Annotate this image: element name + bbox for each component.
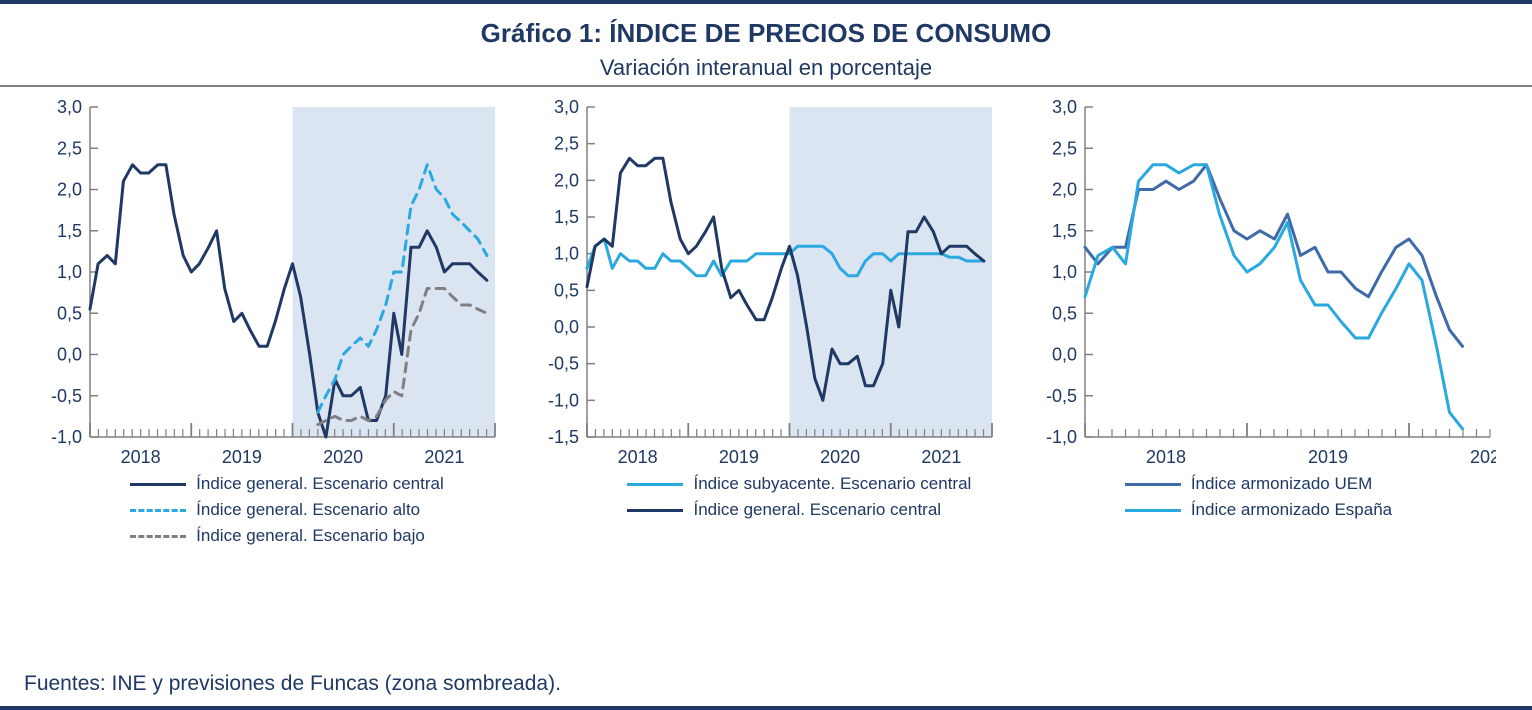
svg-text:-1,0: -1,0 <box>51 427 82 447</box>
svg-text:2019: 2019 <box>1308 447 1348 467</box>
legend-row: Índice general. Escenario central <box>627 497 971 523</box>
legend-swatch <box>627 483 683 486</box>
legend-swatch <box>130 535 186 538</box>
panel-c: -1,0 -0,5 0,0 0,5 1,0 1,5 2,0 2,5 3,0 2018 2019 202… <box>1031 97 1496 527</box>
svg-text:0,5: 0,5 <box>554 280 579 300</box>
chart-panel-a: -1,0 -0,5 0,0 0,5 1,0 1,5 2,0 2,5 3,0 2018 2019 202… <box>36 97 501 497</box>
chart-subtitle: Variación interanual en porcentaje <box>0 49 1532 87</box>
svg-text:0,5: 0,5 <box>1052 303 1077 323</box>
svg-text:-1,0: -1,0 <box>1046 427 1077 447</box>
svg-text:2,0: 2,0 <box>57 180 82 200</box>
svg-text:2019: 2019 <box>719 447 759 467</box>
svg-text:-0,5: -0,5 <box>548 354 579 374</box>
svg-text:-1,0: -1,0 <box>548 390 579 410</box>
svg-text:3,0: 3,0 <box>57 97 82 117</box>
figure-container: Gráfico 1: ÍNDICE DE PRECIOS DE CONSUMO … <box>0 0 1532 710</box>
svg-text:0,0: 0,0 <box>1052 345 1077 365</box>
svg-text:2020: 2020 <box>1470 447 1496 467</box>
panels-row: -1,0 -0,5 0,0 0,5 1,0 1,5 2,0 2,5 3,0 2018 2019 202… <box>0 87 1532 553</box>
legend-a: Índice general. Escenario central Índice… <box>130 471 444 549</box>
svg-text:2020: 2020 <box>821 447 861 467</box>
legend-row: Índice armonizado UEM <box>1125 471 1392 497</box>
svg-text:1,5: 1,5 <box>1052 221 1077 241</box>
svg-text:2018: 2018 <box>121 447 161 467</box>
panel-a: -1,0 -0,5 0,0 0,5 1,0 1,5 2,0 2,5 3,0 2018 2019 202… <box>36 97 501 553</box>
legend-row: Índice armonizado España <box>1125 497 1392 523</box>
svg-text:-0,5: -0,5 <box>51 386 82 406</box>
svg-text:2018: 2018 <box>618 447 658 467</box>
svg-text:2021: 2021 <box>922 447 962 467</box>
svg-text:1,0: 1,0 <box>57 262 82 282</box>
svg-text:2019: 2019 <box>222 447 262 467</box>
chart-panel-c: -1,0 -0,5 0,0 0,5 1,0 1,5 2,0 2,5 3,0 2018 2019 202… <box>1031 97 1496 497</box>
svg-text:2,5: 2,5 <box>57 138 82 158</box>
svg-text:0,0: 0,0 <box>57 345 82 365</box>
svg-text:1,0: 1,0 <box>554 244 579 264</box>
svg-text:2,0: 2,0 <box>1052 180 1077 200</box>
legend-swatch <box>130 483 186 486</box>
legend-swatch <box>1125 509 1181 512</box>
svg-text:2021: 2021 <box>425 447 465 467</box>
panel-b: -1,5 -1,0 -0,5 0,0 0,5 1,0 1,5 2,0 2,5 3,0 2018 201… <box>533 97 998 527</box>
svg-text:2,5: 2,5 <box>554 134 579 154</box>
legend-row: Índice general. Escenario central <box>130 471 444 497</box>
legend-row: Índice subyacente. Escenario central <box>627 471 971 497</box>
chart-title: Gráfico 1: ÍNDICE DE PRECIOS DE CONSUMO <box>0 4 1532 49</box>
legend-label: Índice armonizado UEM <box>1191 474 1372 494</box>
svg-text:3,0: 3,0 <box>554 97 579 117</box>
svg-text:1,5: 1,5 <box>554 207 579 227</box>
legend-label: Índice general. Escenario alto <box>196 500 420 520</box>
legend-c: Índice armonizado UEM Índice armonizado … <box>1125 471 1392 523</box>
legend-swatch <box>1125 483 1181 486</box>
svg-text:2020: 2020 <box>323 447 363 467</box>
legend-b: Índice subyacente. Escenario central Índ… <box>627 471 971 523</box>
legend-label: Índice general. Escenario central <box>693 500 941 520</box>
legend-label: Índice general. Escenario central <box>196 474 444 494</box>
sources-note: Fuentes: INE y previsiones de Funcas (zo… <box>24 672 561 696</box>
legend-label: Índice subyacente. Escenario central <box>693 474 971 494</box>
legend-row: Índice general. Escenario alto <box>130 497 444 523</box>
svg-text:2,5: 2,5 <box>1052 138 1077 158</box>
svg-text:3,0: 3,0 <box>1052 97 1077 117</box>
svg-text:2,0: 2,0 <box>554 170 579 190</box>
legend-label: Índice armonizado España <box>1191 500 1392 520</box>
legend-row: Índice general. Escenario bajo <box>130 523 444 549</box>
legend-swatch <box>627 509 683 512</box>
svg-text:-0,5: -0,5 <box>1046 386 1077 406</box>
legend-swatch <box>130 509 186 512</box>
svg-text:0,5: 0,5 <box>57 303 82 323</box>
svg-text:1,0: 1,0 <box>1052 262 1077 282</box>
svg-text:0,0: 0,0 <box>554 317 579 337</box>
svg-text:2018: 2018 <box>1146 447 1186 467</box>
legend-label: Índice general. Escenario bajo <box>196 526 425 546</box>
svg-text:1,5: 1,5 <box>57 221 82 241</box>
chart-panel-b: -1,5 -1,0 -0,5 0,0 0,5 1,0 1,5 2,0 2,5 3,0 2018 201… <box>533 97 998 497</box>
svg-text:-1,5: -1,5 <box>548 427 579 447</box>
